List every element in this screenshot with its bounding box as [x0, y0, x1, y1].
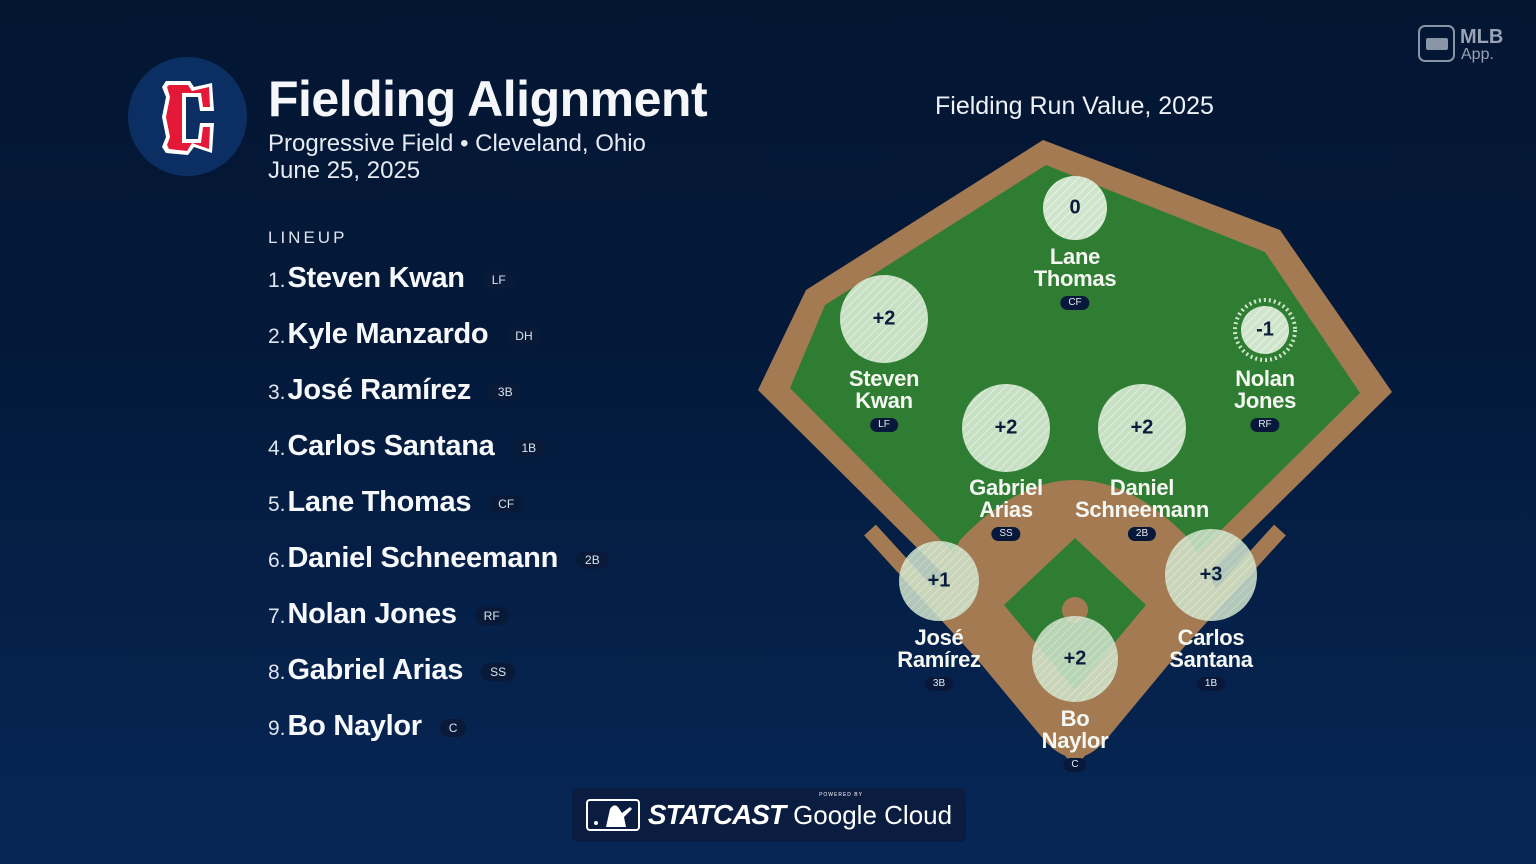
mlb-app-logo: MLB App. — [1418, 24, 1514, 69]
batting-order: 1. — [268, 269, 286, 292]
2b-position-badge: 2B — [1127, 527, 1157, 541]
2b-player-label: Daniel Schneemann — [1075, 475, 1209, 522]
lineup-item: 6. Daniel Schneemann 2B — [268, 538, 609, 578]
c-run-value: +2 — [1063, 647, 1087, 670]
c-value-circle — [1032, 616, 1118, 702]
c-player-label: Bo Naylor — [1041, 706, 1109, 753]
lf-run-value: +2 — [872, 307, 896, 330]
ss-position-badge: SS — [991, 527, 1021, 541]
rf-run-value: -1 — [1256, 318, 1274, 341]
rf-position-badge: RF — [1250, 418, 1280, 432]
batting-order: 4. — [268, 437, 286, 460]
cf-value-circle — [1043, 176, 1107, 240]
statcast-wordmark: STATCAST — [647, 799, 786, 830]
player-name: Carlos Santana — [287, 429, 495, 462]
batting-order: 2. — [268, 325, 286, 348]
1b-run-value: +3 — [1199, 563, 1223, 586]
lineup-item: 8. Gabriel Arias SS — [268, 650, 516, 690]
player-name: Gabriel Arias — [287, 653, 464, 686]
svg-text:App.: App. — [1461, 46, 1494, 63]
game-date: June 25, 2025 — [268, 157, 421, 184]
rf-player-label: Nolan Jones — [1233, 366, 1297, 413]
lineup-heading: LINEUP — [268, 228, 348, 247]
statcast-footer: STATCAST POWERED BY Google Cloud — [572, 788, 966, 842]
field-chart-title: Fielding Run Value, 2025 — [935, 92, 1214, 120]
lf-player-label: Steven Kwan — [848, 366, 920, 413]
position-badge: CF — [489, 495, 524, 513]
position-badge: C — [439, 719, 467, 737]
lineup-item: 4. Carlos Santana 1B — [268, 426, 546, 466]
1b-value-circle — [1165, 529, 1257, 621]
1b-player-label: Carlos Santana — [1169, 625, 1253, 672]
cf-player-label: Lane Thomas — [1033, 244, 1117, 291]
batting-order: 5. — [268, 493, 286, 516]
player-name: Lane Thomas — [287, 485, 472, 518]
lineup-item: 7. Nolan Jones RF — [268, 594, 509, 634]
venue-line: Progressive Field • Cleveland, Ohio — [268, 130, 646, 157]
1b-position-badge: 1B — [1196, 677, 1226, 691]
outfield-grass — [790, 165, 1360, 735]
page-title: Fielding Alignment — [268, 71, 708, 127]
player-name: José Ramírez — [287, 373, 472, 406]
game-info: Progressive Field • Cleveland, Ohio June… — [268, 130, 646, 184]
rf-value-circle — [1233, 298, 1297, 362]
position-badge: LF — [482, 271, 515, 289]
batting-order: 7. — [268, 605, 286, 628]
guardians-c-icon — [162, 81, 214, 155]
ss-run-value: +2 — [994, 416, 1018, 439]
player-name: Daniel Schneemann — [287, 541, 559, 574]
batting-order: 9. — [268, 717, 286, 740]
team-logo — [128, 57, 247, 176]
lineup-item: 3. José Ramírez 3B — [268, 370, 522, 410]
lf-value-circle — [840, 275, 928, 363]
position-badge: 1B — [512, 439, 546, 457]
3b-run-value: +1 — [927, 569, 951, 592]
svg-text:MLB: MLB — [1460, 26, 1503, 48]
lineup-item: 2. Kyle Manzardo DH — [268, 314, 542, 354]
batting-order: 3. — [268, 381, 286, 404]
mlb-logo-icon — [585, 799, 640, 831]
position-badge: DH — [506, 327, 542, 345]
position-badge: 2B — [576, 551, 609, 569]
cf-position-badge: CF — [1060, 296, 1090, 310]
c-position-badge: C — [1063, 758, 1087, 772]
player-name: Kyle Manzardo — [287, 317, 489, 350]
position-badge: RF — [474, 607, 509, 625]
2b-run-value: +2 — [1130, 416, 1154, 439]
position-badge: SS — [481, 663, 516, 681]
2b-value-circle — [1098, 384, 1186, 472]
lf-position-badge: LF — [870, 418, 898, 432]
lineup-item: 9. Bo Naylor C — [268, 706, 467, 746]
lineup-item: 1. Steven Kwan LF — [268, 258, 515, 298]
lineup-item: 5. Lane Thomas CF — [268, 482, 524, 522]
ss-value-circle — [962, 384, 1050, 472]
player-name: Nolan Jones — [287, 597, 457, 630]
google-cloud-wordmark: POWERED BY Google Cloud — [793, 791, 953, 830]
player-name: Steven Kwan — [287, 261, 466, 294]
3b-position-badge: 3B — [924, 677, 954, 691]
player-name: Bo Naylor — [287, 709, 423, 742]
batting-order: 6. — [268, 549, 286, 572]
cf-run-value: 0 — [1069, 196, 1081, 219]
position-badge: 3B — [488, 383, 522, 401]
batting-order: 8. — [268, 661, 286, 684]
ss-player-label: Gabriel Arias — [969, 475, 1043, 522]
3b-player-label: José Ramírez — [897, 625, 981, 672]
3b-value-circle — [899, 541, 979, 621]
